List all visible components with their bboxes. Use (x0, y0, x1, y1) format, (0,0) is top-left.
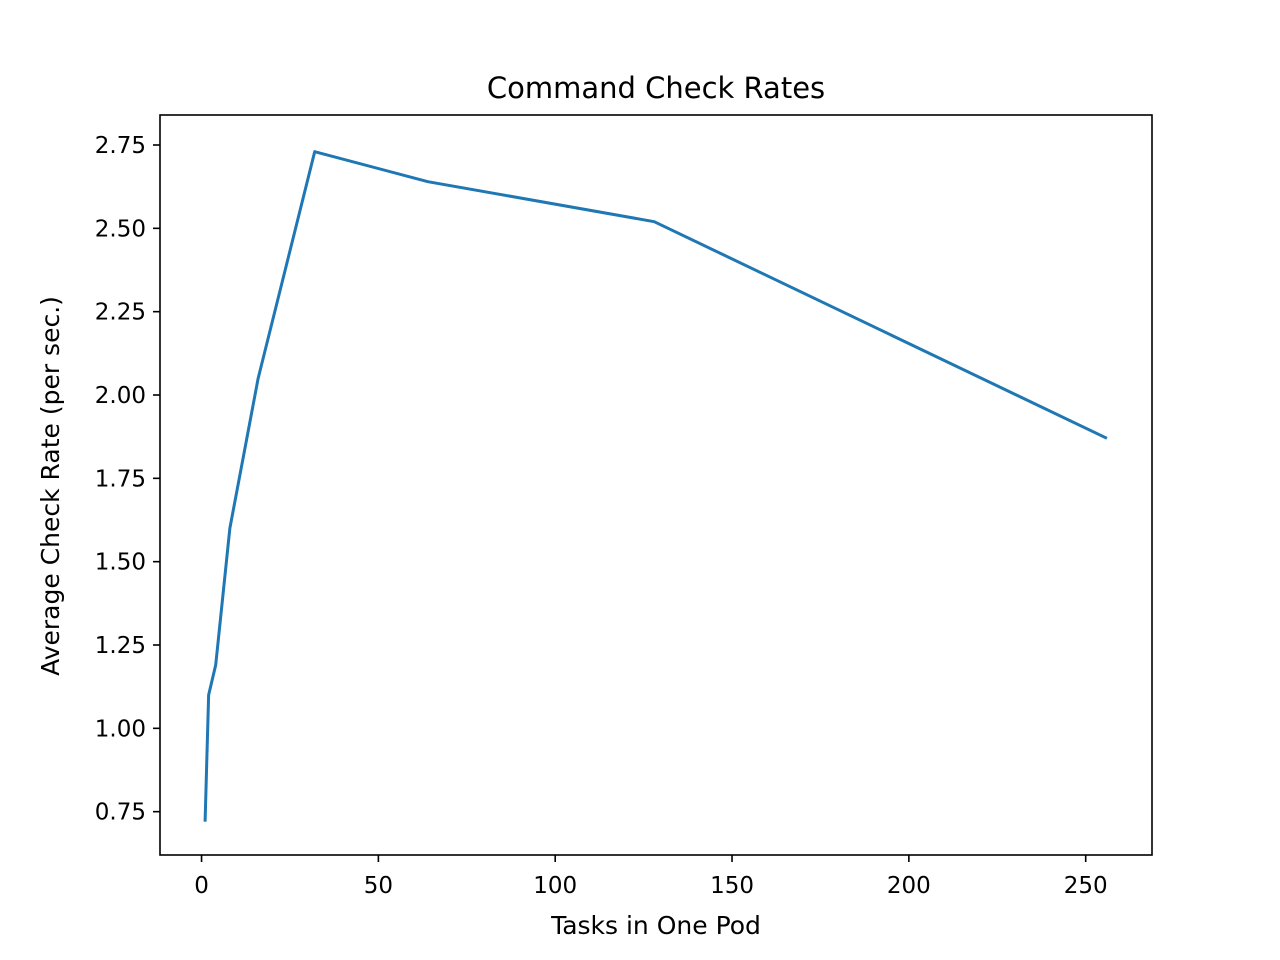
x-tick-label: 100 (533, 873, 577, 899)
y-tick-label: 1.00 (95, 716, 146, 742)
series-line (203, 150, 1108, 822)
series-layer (203, 150, 1108, 822)
y-axis-ticks: 0.75 1.00 1.25 1.50 1.75 2.00 2.25 2.50 2.75 (95, 133, 160, 826)
y-tick-label: 2.50 (95, 216, 146, 242)
y-tick-label: 2.75 (95, 133, 146, 159)
y-tick-label: 0.75 (95, 800, 146, 826)
x-axis-label: Tasks in One Pod (550, 911, 761, 940)
plot-area: 0.75 1.00 1.25 1.50 1.75 2.00 2.25 2.50 2.75 0 50… (95, 114, 1153, 899)
axes-frame (159, 114, 1153, 856)
chart-title: Command Check Rates (487, 71, 825, 105)
x-tick-label: 50 (364, 873, 393, 899)
y-tick-label: 1.75 (95, 466, 146, 492)
x-tick-label: 250 (1064, 873, 1108, 899)
y-tick-label: 1.25 (95, 633, 146, 659)
y-tick-label: 2.00 (95, 383, 146, 409)
x-tick-label: 0 (194, 873, 209, 899)
y-axis-label: Average Check Rate (per sec.) (36, 296, 65, 676)
x-tick-label: 200 (887, 873, 931, 899)
y-tick-label: 1.50 (95, 550, 146, 576)
y-tick-label: 2.25 (95, 300, 146, 326)
x-axis-ticks: 0 50 100 150 200 250 (194, 855, 1108, 899)
x-tick-label: 150 (710, 873, 754, 899)
